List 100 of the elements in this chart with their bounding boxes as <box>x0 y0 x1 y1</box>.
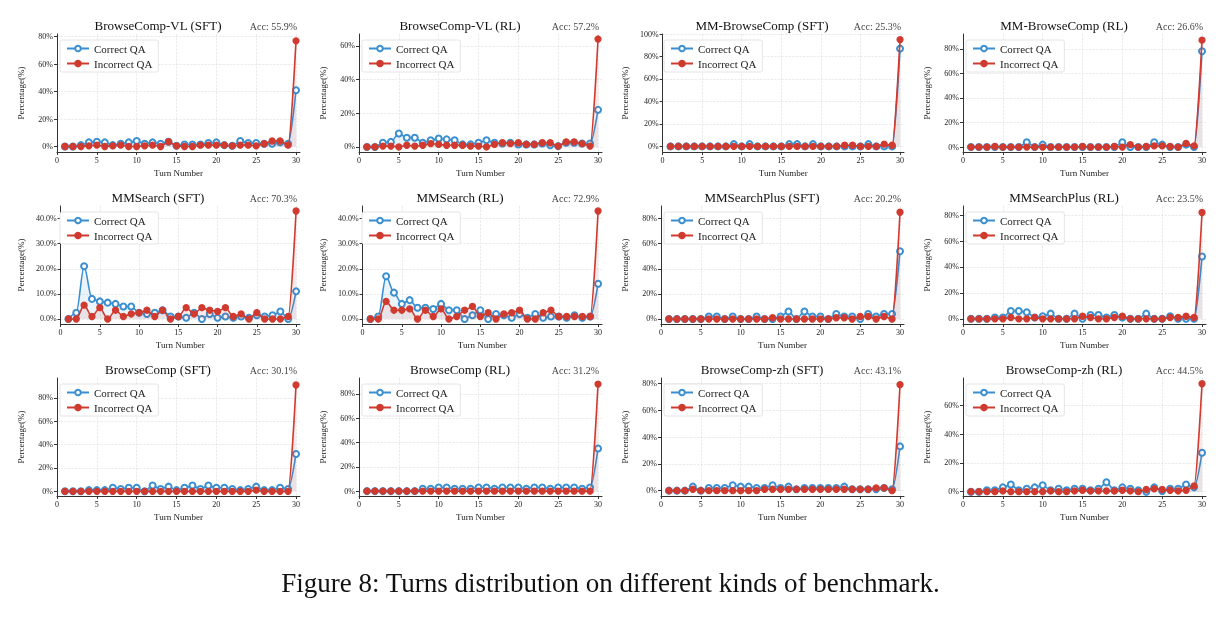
y-tick-label: 20% <box>944 118 960 127</box>
y-tick-label: 20% <box>340 108 356 118</box>
text: Acc: 31.2% <box>551 364 600 376</box>
legend-label: Correct QA <box>94 42 146 55</box>
legend-label: Incorrect QA <box>94 229 153 242</box>
x-tick-label: 10 <box>736 327 745 337</box>
y-axis-title: Percentage(%) <box>317 66 328 120</box>
chart-title: MMSearch (RL) <box>416 190 504 205</box>
x-tick-label: 30 <box>292 499 301 509</box>
x-tick-label: 5 <box>396 155 401 165</box>
x-tick-label: 10 <box>736 499 745 509</box>
x-tick-label: 20 <box>213 327 222 337</box>
x-tick-label: 25 <box>1158 499 1167 509</box>
y-tick-label: 10.0% <box>35 289 57 299</box>
x-tick-label: 30 <box>292 155 301 165</box>
x-tick-label: 15 <box>474 499 483 509</box>
chart-title: MMSearch (SFT) <box>111 190 205 205</box>
x-axis-title: Turn Number <box>758 512 807 523</box>
y-tick-label: 0% <box>42 142 54 152</box>
x-tick-label: 5 <box>399 327 404 337</box>
y-axis-title: Percentage(%) <box>15 410 26 464</box>
legend-label: Incorrect QA <box>94 401 153 414</box>
legend-label: Incorrect QA <box>698 57 757 70</box>
legend-label: Incorrect QA <box>396 229 455 242</box>
text: Acc: 72.9% <box>551 192 600 204</box>
y-tick-label: 60% <box>642 405 658 415</box>
y-tick-label: 0% <box>344 142 356 152</box>
y-tick-label: 0% <box>646 314 658 324</box>
y-tick-label: 40% <box>944 429 960 439</box>
x-tick-label: 5 <box>698 327 703 337</box>
chart-title: MMSearchPlus (RL) <box>1009 190 1119 205</box>
x-tick-label: 10 <box>1038 327 1047 337</box>
y-tick-label: 0.0% <box>39 314 57 324</box>
chart-title: BrowseComp-zh (SFT) <box>700 362 824 377</box>
legend-label: Correct QA <box>1000 42 1052 55</box>
x-tick-label: 10 <box>437 327 446 337</box>
x-tick-label: 30 <box>594 155 603 165</box>
y-tick-label: 40.0% <box>337 214 359 224</box>
legend-label: Incorrect QA <box>94 57 153 70</box>
y-tick-label: 60% <box>944 68 960 78</box>
x-tick-label: 15 <box>172 155 181 165</box>
chart-title: MM-BrowseComp (SFT) <box>695 18 829 33</box>
y-tick-label: 80% <box>944 210 960 220</box>
x-tick-label: 30 <box>896 499 905 509</box>
x-tick-label: 5 <box>1000 499 1005 509</box>
x-tick-label: 15 <box>776 499 785 509</box>
y-tick-label: 20% <box>38 114 54 124</box>
y-tick-label: 40% <box>340 75 356 85</box>
x-tick-label: 0 <box>357 499 361 509</box>
y-tick-label: 10.0% <box>337 289 359 299</box>
x-axis-title: Turn Number <box>456 168 505 179</box>
legend-label: Correct QA <box>698 214 750 227</box>
y-tick-label: 60% <box>38 416 54 426</box>
x-axis-title: Turn Number <box>155 340 205 351</box>
y-tick-label: 20% <box>643 119 659 129</box>
x-tick-label: 0 <box>961 155 965 165</box>
chart-title: BrowseComp-VL (RL) <box>399 18 521 33</box>
x-tick-label: 20 <box>816 155 825 165</box>
y-tick-label: 80% <box>643 51 659 61</box>
legend-label: Incorrect QA <box>698 229 757 242</box>
y-axis-title: Percentage(%) <box>15 66 26 120</box>
x-tick-label: 20 <box>816 499 825 509</box>
y-tick-label: 0% <box>948 142 960 152</box>
y-tick-label: 60% <box>643 74 659 84</box>
chart-title: BrowseComp (SFT) <box>105 362 211 377</box>
y-tick-label: 60% <box>944 400 960 410</box>
y-tick-label: 0% <box>948 314 960 324</box>
legend-label: Correct QA <box>1000 214 1052 227</box>
y-tick-label: 40% <box>944 93 960 103</box>
x-tick-label: 0 <box>660 155 665 165</box>
y-axis-title: Percentage(%) <box>619 410 630 464</box>
text: Acc: 20.2% <box>853 192 902 204</box>
x-tick-label: 30 <box>292 327 301 337</box>
x-axis-title: Turn Number <box>154 168 203 179</box>
y-tick-label: 80% <box>642 378 658 388</box>
legend-label: Correct QA <box>94 386 146 399</box>
x-tick-label: 30 <box>594 499 603 509</box>
y-tick-label: 60% <box>340 413 356 423</box>
y-tick-label: 20.0% <box>337 264 359 274</box>
x-tick-label: 0 <box>659 327 663 337</box>
x-tick-label: 10 <box>737 155 746 165</box>
chart-title: BrowseComp (RL) <box>409 362 511 377</box>
y-axis-title: Percentage(%) <box>921 238 932 292</box>
text: Acc: 55.9% <box>249 20 298 32</box>
x-tick-label: 25 <box>1158 155 1167 165</box>
x-tick-label: 30 <box>1198 327 1207 337</box>
x-tick-label: 15 <box>777 155 786 165</box>
x-tick-label: 30 <box>1198 499 1207 509</box>
x-tick-label: 25 <box>252 155 261 165</box>
legend-label: Correct QA <box>396 214 448 227</box>
x-tick-label: 25 <box>554 155 563 165</box>
y-tick-label: 20% <box>642 289 658 299</box>
x-tick-label: 0 <box>961 499 965 509</box>
x-tick-label: 5 <box>1000 155 1005 165</box>
x-axis-title: Turn Number <box>1060 512 1109 523</box>
x-tick-label: 10 <box>434 499 443 509</box>
text: Acc: 44.5% <box>1155 364 1204 376</box>
y-tick-label: 20.0% <box>35 264 57 274</box>
x-axis-title: Turn Number <box>1060 168 1109 179</box>
x-axis-title: Turn Number <box>758 168 808 179</box>
